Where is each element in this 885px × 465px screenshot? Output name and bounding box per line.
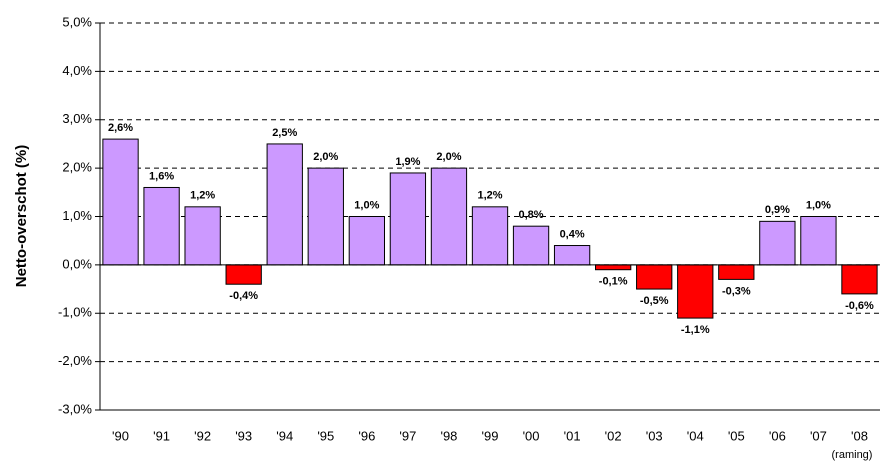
- y-tick-label: 5,0%: [62, 14, 92, 29]
- bar: [184, 206, 221, 266]
- x-tick-label: '00: [523, 428, 540, 443]
- x-tick-label: '99: [482, 428, 499, 443]
- y-tick-label: -1,0%: [58, 305, 92, 320]
- bar: [225, 264, 262, 285]
- bar: [307, 167, 344, 266]
- x-tick-label: '94: [276, 428, 293, 443]
- value-label: 1,2%: [190, 190, 215, 202]
- value-label: 1,2%: [477, 190, 502, 202]
- bar: [553, 245, 591, 266]
- x-tick-label: '08: [851, 428, 868, 443]
- value-label: 1,9%: [395, 156, 420, 168]
- x-tick-label: '95: [317, 428, 334, 443]
- value-label: -0,4%: [229, 290, 258, 302]
- y-tick-label: -2,0%: [58, 353, 92, 368]
- bar: [677, 264, 714, 319]
- value-label: 1,6%: [149, 170, 174, 182]
- bar: [595, 264, 632, 271]
- y-tick-label: 4,0%: [62, 63, 92, 78]
- value-label: 0,4%: [560, 228, 585, 240]
- annotation: (raming): [832, 449, 873, 461]
- y-tick-label: 3,0%: [62, 111, 92, 126]
- x-tick-label: '02: [605, 428, 622, 443]
- bar: [102, 138, 139, 266]
- x-tick-label: '97: [399, 428, 416, 443]
- bar: [512, 225, 550, 266]
- value-label: 1,0%: [354, 199, 379, 211]
- x-tick-label: '93: [235, 428, 252, 443]
- x-tick-label: '91: [153, 428, 170, 443]
- value-label: 2,5%: [272, 127, 297, 139]
- y-tick-label: 1,0%: [62, 208, 92, 223]
- x-tick-label: '03: [646, 428, 663, 443]
- y-tick-label: -3,0%: [58, 401, 92, 416]
- bar: [800, 216, 837, 266]
- bar: [389, 172, 427, 266]
- value-label: 1,0%: [806, 199, 831, 211]
- y-tick-label: 2,0%: [62, 160, 92, 175]
- x-tick-label: '05: [728, 428, 745, 443]
- value-label: 2,0%: [313, 151, 338, 163]
- bar: [841, 264, 878, 295]
- x-tick-label: '07: [810, 428, 827, 443]
- bar: [348, 216, 385, 266]
- bar: [759, 220, 796, 266]
- bar: [718, 264, 755, 280]
- bar: [430, 167, 468, 266]
- bar: [143, 186, 180, 266]
- value-label: 0,8%: [519, 209, 544, 221]
- bar: [471, 206, 509, 266]
- x-tick-label: '96: [358, 428, 375, 443]
- value-label: -0,1%: [599, 276, 628, 288]
- value-label: 0,9%: [765, 204, 790, 216]
- value-label: 2,6%: [108, 122, 133, 134]
- y-axis-label: Netto-overschot (%): [13, 145, 30, 288]
- bar: [636, 264, 673, 290]
- x-tick-label: '90: [112, 428, 129, 443]
- value-label: -0,3%: [722, 285, 751, 297]
- value-label: -1,1%: [681, 324, 710, 336]
- value-label: -0,6%: [845, 300, 874, 312]
- x-tick-label: '01: [564, 428, 581, 443]
- x-tick-label: '92: [194, 428, 211, 443]
- x-tick-label: '98: [440, 428, 457, 443]
- bar: [266, 143, 303, 266]
- x-tick-label: '06: [769, 428, 786, 443]
- value-label: -0,5%: [640, 295, 669, 307]
- x-tick-label: '04: [687, 428, 704, 443]
- y-tick-label: 0,0%: [62, 256, 92, 271]
- value-label: 2,0%: [436, 151, 461, 163]
